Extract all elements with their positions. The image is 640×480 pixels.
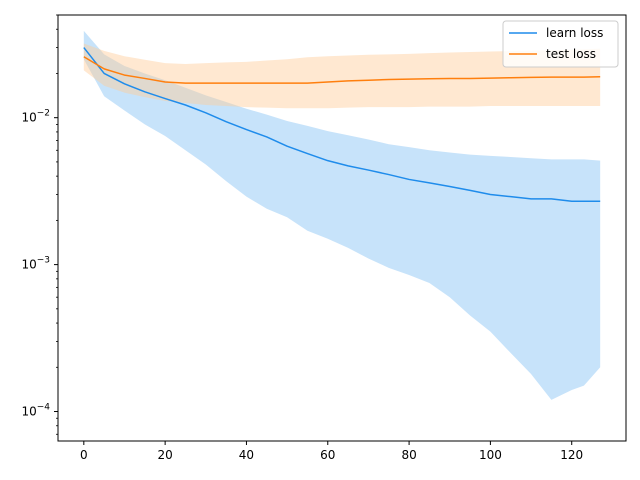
learn-loss-line [83,47,601,202]
x-tick-label: 100 [479,448,502,462]
series-lines [83,47,601,202]
legend-label-test-loss: test loss [546,47,596,61]
legend: learn loss test loss [502,20,619,68]
legend-label-learn-loss: learn loss [546,26,603,40]
x-tick-label: 120 [560,448,583,462]
y-tick-label: 10−4 [21,403,50,419]
x-tick-label: 60 [320,448,335,462]
x-tick-label: 20 [157,448,172,462]
test-loss-band [83,43,601,109]
y-tick-label: 10−2 [21,109,50,125]
y-axis: 10−4 10−3 10−2 [21,14,58,435]
x-tick-label: 40 [239,448,254,462]
plot-frame [57,14,627,442]
x-tick-label: 0 [80,448,88,462]
y-tick-label: 10−3 [21,256,50,272]
x-tick-label: 80 [401,448,416,462]
confidence-bands [83,30,601,400]
test-loss-line [83,56,601,84]
learn-loss-band [83,30,601,400]
x-axis: 0 20 40 60 80 100 120 [80,441,583,462]
